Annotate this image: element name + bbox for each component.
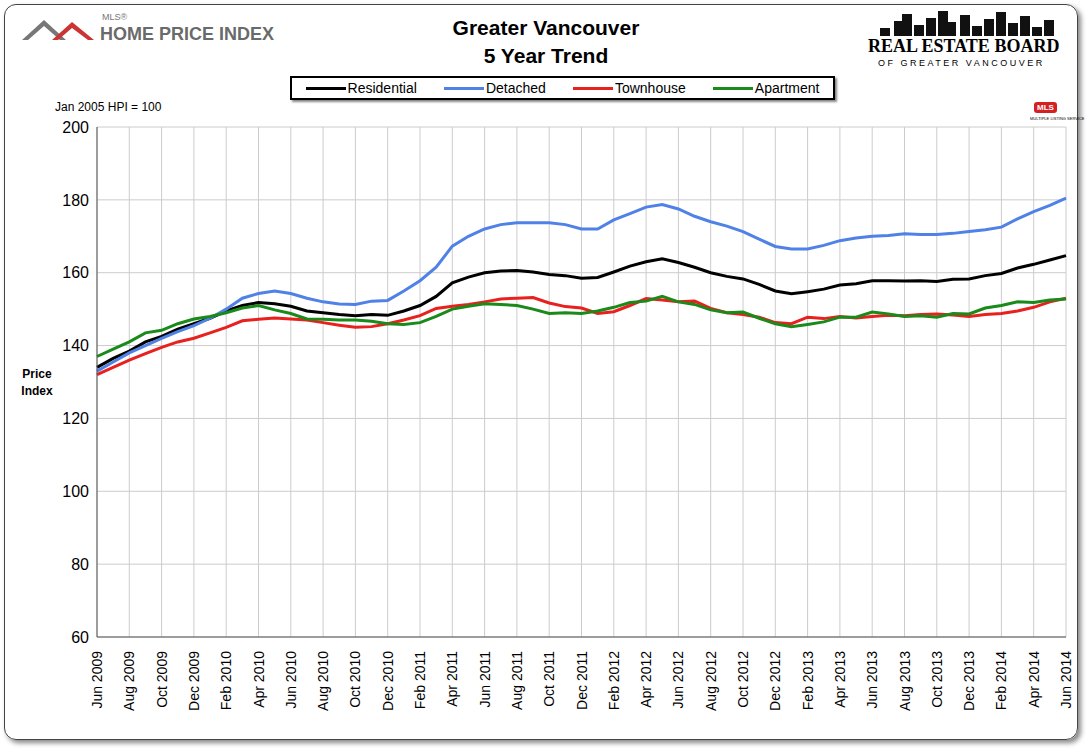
- html-text:MLS: MLS: [1037, 103, 1054, 112]
- html-text:Townhouse: Townhouse: [614, 80, 686, 96]
- svg-text:Dec 2010: Dec 2010: [380, 651, 396, 711]
- html-text:MULTIPLE LISTING SERVICE: MULTIPLE LISTING SERVICE: [1030, 116, 1085, 121]
- svg-text:Dec 2011: Dec 2011: [574, 651, 590, 710]
- svg-text:Oct 2011: Oct 2011: [541, 651, 557, 707]
- svg-text:Dec 2009: Dec 2009: [186, 651, 202, 711]
- html-text:Greater Vancouver: Greater Vancouver: [452, 16, 640, 39]
- html-text:Price Index: Price Index: [21, 367, 53, 398]
- svg-text:Aug 2011: Aug 2011: [509, 651, 525, 710]
- svg-text:Apr 2012: Apr 2012: [638, 651, 654, 708]
- svg-text:Feb 2013: Feb 2013: [800, 651, 816, 710]
- svg-text:Oct 2010: Oct 2010: [347, 651, 363, 708]
- svg-text:Dec 2012: Dec 2012: [767, 651, 783, 711]
- svg-text:Jun 2010: Jun 2010: [283, 651, 299, 709]
- svg-text:Feb 2014: Feb 2014: [993, 651, 1009, 710]
- svg-text:Oct 2009: Oct 2009: [154, 651, 170, 708]
- html-text:Residential: Residential: [347, 80, 417, 96]
- svg-text:Jun 2013: Jun 2013: [864, 651, 880, 709]
- html-text:MLS®: MLS®: [102, 12, 128, 22]
- svg-text:Oct 2012: Oct 2012: [735, 651, 751, 708]
- svg-text:Apr 2011: Apr 2011: [444, 651, 460, 707]
- html-text:Jan 2005 HPI = 100: Jan 2005 HPI = 100: [55, 100, 162, 114]
- svg-text:180: 180: [62, 192, 89, 209]
- svg-text:Apr 2010: Apr 2010: [251, 651, 267, 708]
- html-text:OF GREATER VANCOUVER: OF GREATER VANCOUVER: [878, 58, 1045, 68]
- svg-text:Aug 2009: Aug 2009: [121, 651, 137, 711]
- svg-text:80: 80: [71, 556, 89, 573]
- svg-text:120: 120: [62, 410, 89, 427]
- svg-text:Jun 2012: Jun 2012: [670, 651, 686, 709]
- svg-text:Jun 2014: Jun 2014: [1058, 651, 1074, 709]
- svg-text:Oct 2013: Oct 2013: [929, 651, 945, 708]
- svg-text:Aug 2010: Aug 2010: [315, 651, 331, 711]
- html-text:HOME PRICE INDEX: HOME PRICE INDEX: [100, 24, 274, 44]
- svg-text:140: 140: [62, 337, 89, 354]
- svg-text:Feb 2010: Feb 2010: [218, 651, 234, 710]
- svg-text:Jun 2009: Jun 2009: [89, 651, 105, 709]
- svg-text:100: 100: [62, 483, 89, 500]
- svg-text:60: 60: [71, 629, 89, 646]
- svg-text:Apr 2013: Apr 2013: [832, 651, 848, 708]
- svg-text:160: 160: [62, 264, 89, 281]
- svg-text:Feb 2011: Feb 2011: [412, 651, 428, 709]
- svg-text:Apr 2014: Apr 2014: [1026, 651, 1042, 708]
- svg-text:200: 200: [62, 119, 89, 136]
- svg-text:Aug 2012: Aug 2012: [703, 651, 719, 711]
- svg-text:Feb 2012: Feb 2012: [606, 651, 622, 710]
- html-text:Apartment: Apartment: [754, 80, 820, 96]
- svg-text:Aug 2013: Aug 2013: [897, 651, 913, 711]
- svg-text:Jun 2011: Jun 2011: [477, 651, 493, 708]
- html-text:5 Year Trend: 5 Year Trend: [483, 44, 609, 67]
- svg-text:Dec 2013: Dec 2013: [961, 651, 977, 711]
- html-text:Detached: Detached: [485, 80, 546, 96]
- html-text:REAL ESTATE BOARD: REAL ESTATE BOARD: [868, 36, 1060, 56]
